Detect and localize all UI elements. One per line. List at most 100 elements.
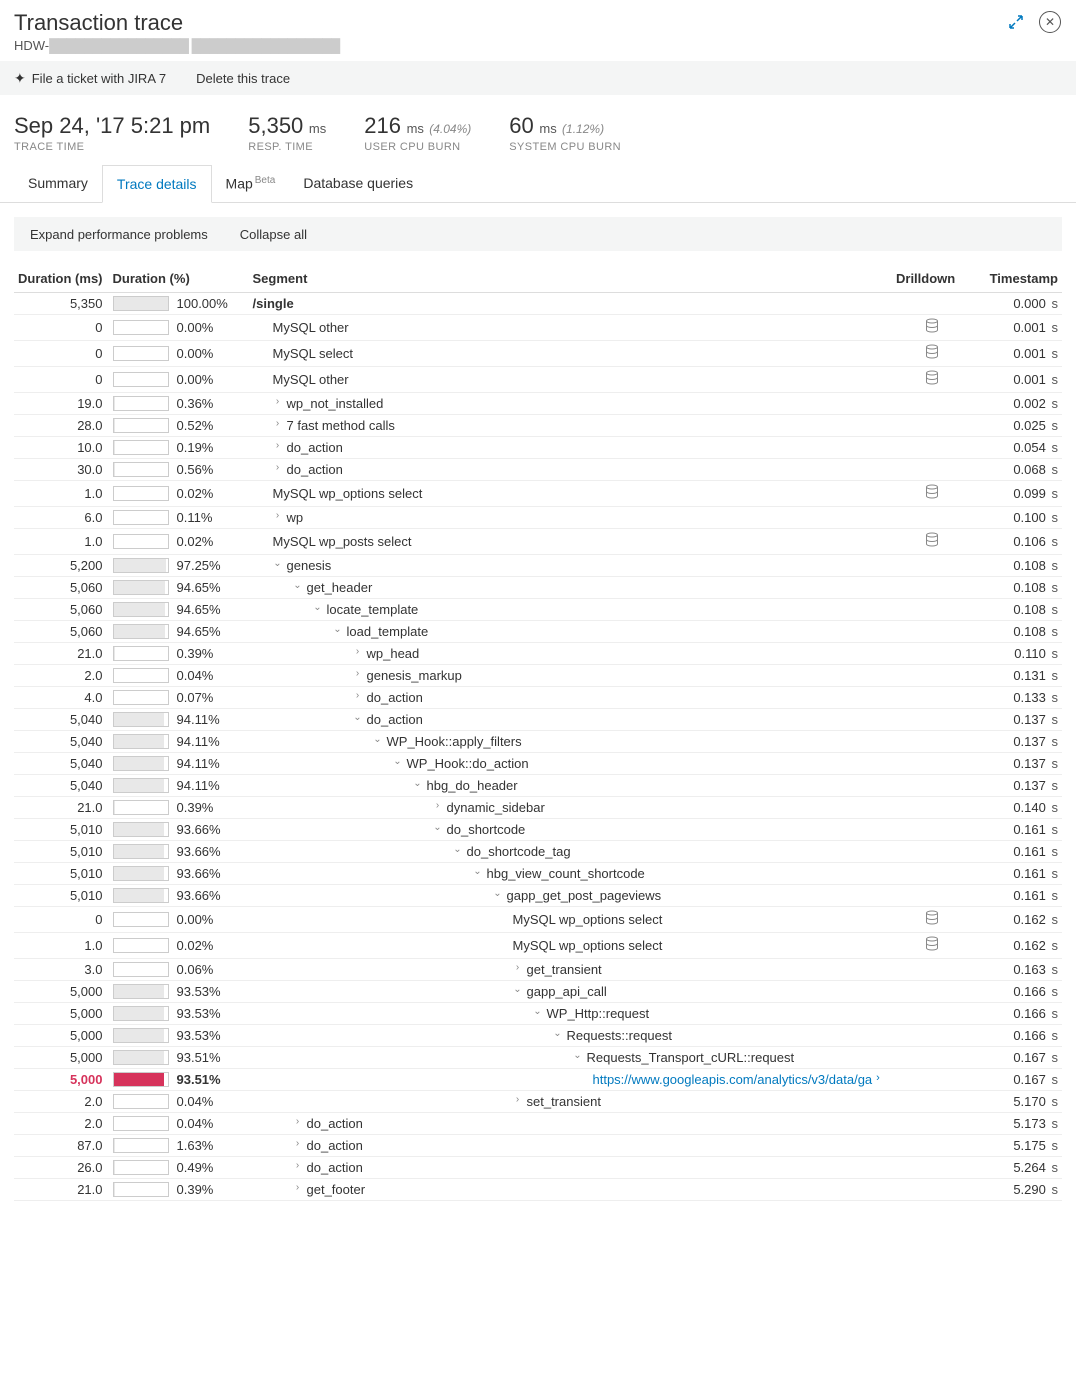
- database-icon[interactable]: [925, 535, 939, 551]
- chevron-down-icon[interactable]: ⌄: [393, 756, 403, 767]
- database-icon[interactable]: [925, 347, 939, 363]
- segment-label: MySQL other: [273, 372, 349, 387]
- cell-drilldown: [892, 555, 972, 577]
- cell-segment: ⌄do_shortcode_tag: [249, 841, 893, 863]
- table-row[interactable]: 00.00%MySQL other0.001 s: [14, 315, 1062, 341]
- col-timestamp[interactable]: Timestamp: [972, 265, 1062, 293]
- link-chevron-icon[interactable]: ›: [876, 1072, 880, 1084]
- table-row[interactable]: 5,06094.65%⌄get_header0.108 s: [14, 577, 1062, 599]
- table-row[interactable]: 00.00%MySQL wp_options select0.162 s: [14, 907, 1062, 933]
- table-row[interactable]: 5,01093.66%⌄do_shortcode0.161 s: [14, 819, 1062, 841]
- table-row[interactable]: 5,350100.00%/single0.000 s: [14, 293, 1062, 315]
- table-row[interactable]: 2.00.04%›set_transient5.170 s: [14, 1091, 1062, 1113]
- chevron-down-icon[interactable]: ⌄: [433, 822, 443, 833]
- table-row[interactable]: 30.00.56%›do_action0.068 s: [14, 459, 1062, 481]
- col-duration-ms[interactable]: Duration (ms): [14, 265, 107, 293]
- database-icon[interactable]: [925, 487, 939, 503]
- segment-label: WP_Http::request: [547, 1006, 650, 1021]
- chevron-right-icon[interactable]: ›: [433, 800, 443, 811]
- col-segment[interactable]: Segment: [249, 265, 893, 293]
- table-row[interactable]: 26.00.49%›do_action5.264 s: [14, 1157, 1062, 1179]
- chevron-down-icon[interactable]: ⌄: [513, 984, 523, 995]
- chevron-right-icon[interactable]: ›: [273, 418, 283, 429]
- chevron-down-icon[interactable]: ⌄: [413, 778, 423, 789]
- chevron-right-icon[interactable]: ›: [293, 1160, 303, 1171]
- table-row[interactable]: 5,04094.11%⌄WP_Hook::do_action0.137 s: [14, 753, 1062, 775]
- chevron-right-icon[interactable]: ›: [513, 962, 523, 973]
- chevron-right-icon[interactable]: ›: [513, 1094, 523, 1105]
- table-row[interactable]: 1.00.02%MySQL wp_options select0.099 s: [14, 481, 1062, 507]
- col-drilldown[interactable]: Drilldown: [892, 265, 972, 293]
- chevron-down-icon[interactable]: ⌄: [493, 888, 503, 899]
- chevron-right-icon[interactable]: ›: [293, 1116, 303, 1127]
- chevron-down-icon[interactable]: ⌄: [573, 1050, 583, 1061]
- expand-problems-button[interactable]: Expand performance problems: [14, 217, 224, 251]
- database-icon[interactable]: [925, 913, 939, 929]
- chevron-down-icon[interactable]: ⌄: [333, 624, 343, 635]
- table-row[interactable]: 5,00093.53%⌄gapp_api_call0.166 s: [14, 981, 1062, 1003]
- chevron-right-icon[interactable]: ›: [353, 668, 363, 679]
- chevron-right-icon[interactable]: ›: [273, 510, 283, 521]
- table-row[interactable]: 1.00.02%MySQL wp_options select0.162 s: [14, 933, 1062, 959]
- table-row[interactable]: 5,00093.51%⌄Requests_Transport_cURL::req…: [14, 1047, 1062, 1069]
- table-row[interactable]: 5,20097.25%⌄genesis0.108 s: [14, 555, 1062, 577]
- table-row[interactable]: 5,06094.65%⌄locate_template0.108 s: [14, 599, 1062, 621]
- chevron-right-icon[interactable]: ›: [273, 440, 283, 451]
- table-row[interactable]: 5,01093.66%⌄do_shortcode_tag0.161 s: [14, 841, 1062, 863]
- table-row[interactable]: 5,04094.11%⌄do_action0.137 s: [14, 709, 1062, 731]
- chevron-right-icon[interactable]: ›: [293, 1138, 303, 1149]
- chevron-right-icon[interactable]: ›: [273, 396, 283, 407]
- expand-icon[interactable]: [1004, 10, 1028, 34]
- chevron-down-icon[interactable]: ⌄: [293, 580, 303, 591]
- chevron-down-icon[interactable]: ⌄: [373, 734, 383, 745]
- table-row[interactable]: 21.00.39%›dynamic_sidebar0.140 s: [14, 797, 1062, 819]
- chevron-down-icon[interactable]: ⌄: [353, 712, 363, 723]
- table-row[interactable]: 5,06094.65%⌄load_template0.108 s: [14, 621, 1062, 643]
- database-icon[interactable]: [925, 321, 939, 337]
- chevron-right-icon[interactable]: ›: [353, 690, 363, 701]
- chevron-down-icon[interactable]: ⌄: [553, 1028, 563, 1039]
- table-row[interactable]: 5,00093.53%⌄WP_Http::request0.166 s: [14, 1003, 1062, 1025]
- tab-trace-details[interactable]: Trace details: [102, 165, 212, 203]
- chevron-down-icon[interactable]: ⌄: [533, 1006, 543, 1017]
- table-row[interactable]: 2.00.04%›genesis_markup0.131 s: [14, 665, 1062, 687]
- table-row[interactable]: 5,00093.53%⌄Requests::request0.166 s: [14, 1025, 1062, 1047]
- segment-label[interactable]: https://www.googleapis.com/analytics/v3/…: [593, 1072, 873, 1087]
- chevron-down-icon[interactable]: ⌄: [273, 558, 283, 569]
- table-row[interactable]: 5,01093.66%⌄gapp_get_post_pageviews0.161…: [14, 885, 1062, 907]
- table-row[interactable]: 5,04094.11%⌄hbg_do_header0.137 s: [14, 775, 1062, 797]
- table-row[interactable]: 19.00.36%›wp_not_installed0.002 s: [14, 393, 1062, 415]
- table-row[interactable]: 6.00.11%›wp0.100 s: [14, 507, 1062, 529]
- chevron-down-icon[interactable]: ⌄: [473, 866, 483, 877]
- table-row[interactable]: 00.00%MySQL other0.001 s: [14, 367, 1062, 393]
- database-icon[interactable]: [925, 373, 939, 389]
- chevron-down-icon[interactable]: ⌄: [313, 602, 323, 613]
- database-icon[interactable]: [925, 939, 939, 955]
- chevron-right-icon[interactable]: ›: [353, 646, 363, 657]
- table-row[interactable]: 00.00%MySQL select0.001 s: [14, 341, 1062, 367]
- col-duration-pct[interactable]: Duration (%): [107, 265, 249, 293]
- table-row[interactable]: 2.00.04%›do_action5.173 s: [14, 1113, 1062, 1135]
- table-row[interactable]: 28.00.52%›7 fast method calls0.025 s: [14, 415, 1062, 437]
- tab-database-queries[interactable]: Database queries: [289, 165, 427, 202]
- file-ticket-button[interactable]: ✦ File a ticket with JIRA 7: [14, 61, 178, 95]
- delete-trace-button[interactable]: Delete this trace: [178, 61, 302, 95]
- table-row[interactable]: 21.00.39%›get_footer5.290 s: [14, 1179, 1062, 1201]
- table-row[interactable]: 10.00.19%›do_action0.054 s: [14, 437, 1062, 459]
- tab-map[interactable]: MapBeta: [212, 165, 290, 202]
- duration-bar: [113, 712, 169, 727]
- collapse-all-button[interactable]: Collapse all: [224, 217, 323, 251]
- table-row[interactable]: 87.01.63%›do_action5.175 s: [14, 1135, 1062, 1157]
- table-row[interactable]: 3.00.06%›get_transient0.163 s: [14, 959, 1062, 981]
- table-row[interactable]: 5,01093.66%⌄hbg_view_count_shortcode0.16…: [14, 863, 1062, 885]
- chevron-down-icon[interactable]: ⌄: [453, 844, 463, 855]
- chevron-right-icon[interactable]: ›: [273, 462, 283, 473]
- table-row[interactable]: 5,04094.11%⌄WP_Hook::apply_filters0.137 …: [14, 731, 1062, 753]
- table-row[interactable]: 1.00.02%MySQL wp_posts select0.106 s: [14, 529, 1062, 555]
- table-row[interactable]: 4.00.07%›do_action0.133 s: [14, 687, 1062, 709]
- table-row[interactable]: 5,00093.51%https://www.googleapis.com/an…: [14, 1069, 1062, 1091]
- table-row[interactable]: 21.00.39%›wp_head0.110 s: [14, 643, 1062, 665]
- close-icon[interactable]: ✕: [1038, 10, 1062, 34]
- chevron-right-icon[interactable]: ›: [293, 1182, 303, 1193]
- tab-summary[interactable]: Summary: [14, 165, 102, 202]
